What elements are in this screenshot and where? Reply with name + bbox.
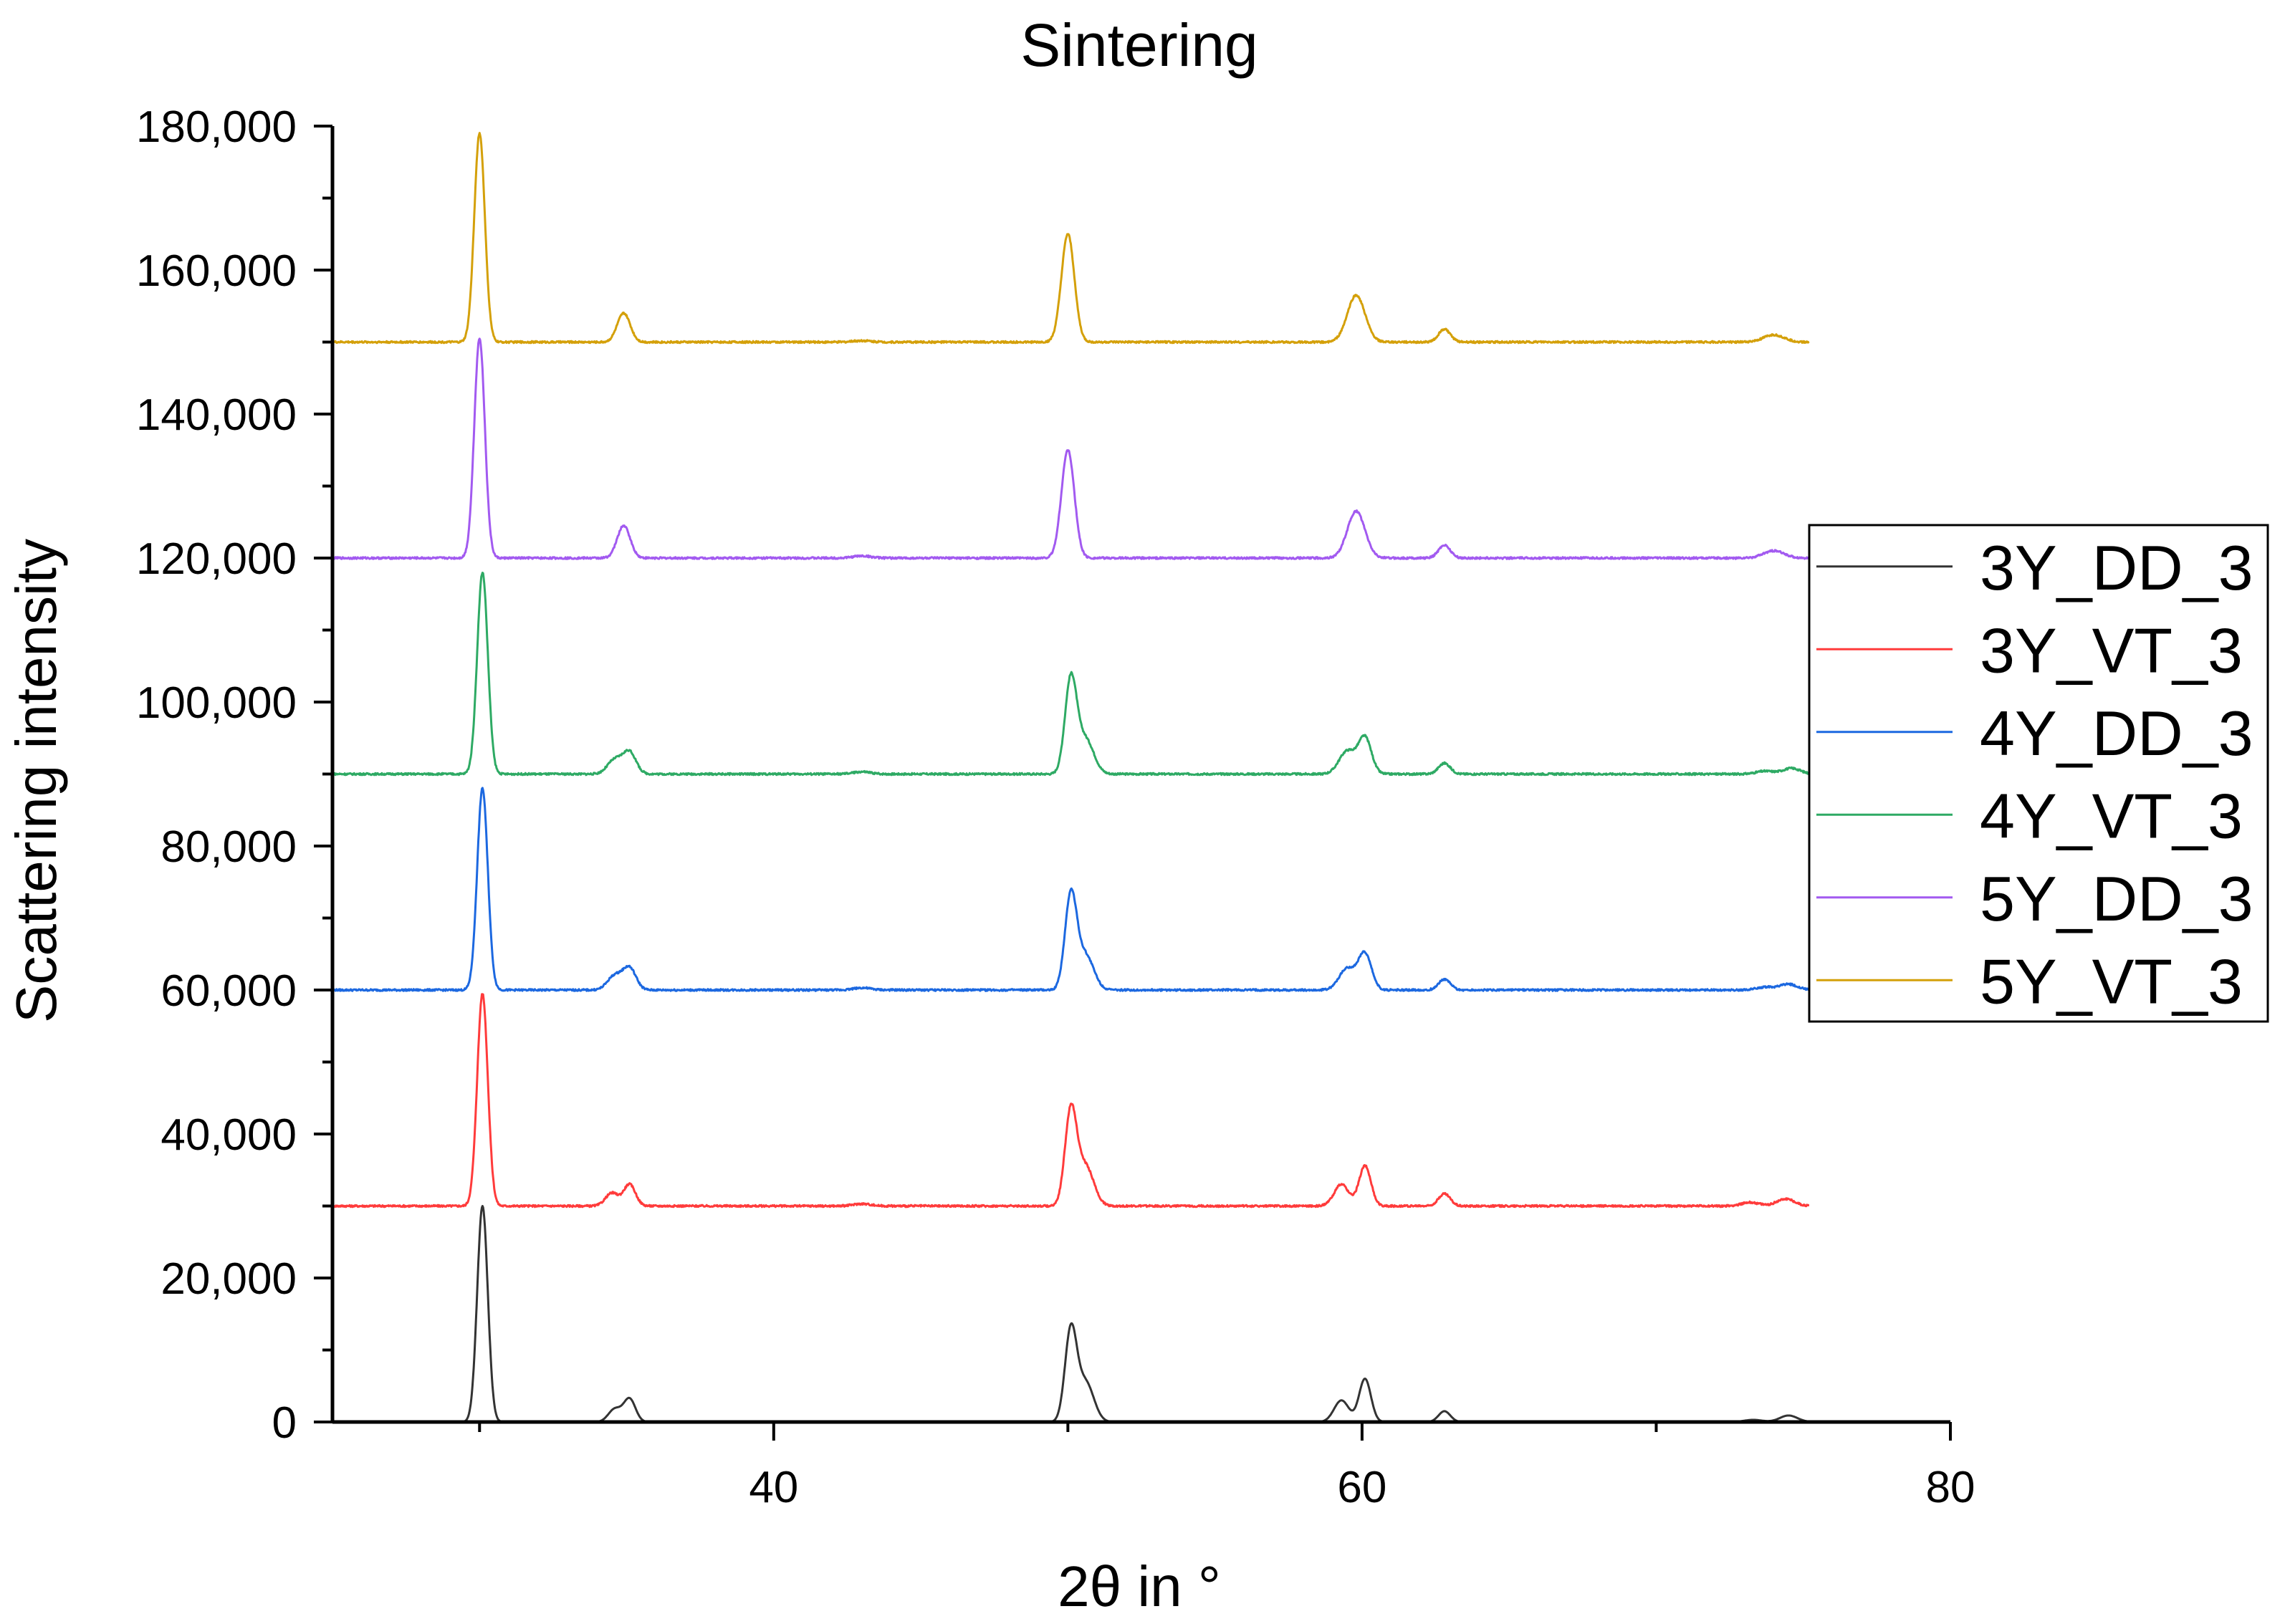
x-tick-label: 60 <box>1337 1463 1386 1512</box>
y-axis-title: Scattering intensity <box>4 539 68 1023</box>
y-tick-label: 120,000 <box>136 534 297 584</box>
y-tick-label: 140,000 <box>136 390 297 440</box>
x-tick-label: 80 <box>1926 1463 1975 1512</box>
x-axis-title: 2θ in ° <box>1058 1555 1221 1618</box>
chart-title: Sintering <box>1020 11 1258 79</box>
legend-label: 3Y_VT_3 <box>1980 615 2243 686</box>
y-tick-label: 180,000 <box>136 102 297 152</box>
series-line-5y-dd-3 <box>332 337 1811 560</box>
x-ticks: 40 60 80 <box>478 1422 1975 1512</box>
y-tick-label: 80,000 <box>161 822 297 872</box>
legend-box <box>1808 524 2269 1023</box>
legend-label: 4Y_DD_3 <box>1980 698 2253 769</box>
series-line-4y-dd-3 <box>331 787 1810 992</box>
series-line-5y-vt-3 <box>331 132 1810 345</box>
series-line-3y-vt-3 <box>331 993 1810 1209</box>
legend: 3Y_DD_3 3Y_VT_3 4Y_DD_3 4Y_VT_3 5Y_DD_3 5Y_VT… <box>1808 524 2269 1023</box>
plot-area <box>331 132 1811 1423</box>
legend-label: 5Y_DD_3 <box>1980 863 2253 934</box>
series-line-4y-vt-3 <box>332 572 1811 777</box>
legend-label: 5Y_VT_3 <box>1980 946 2243 1017</box>
y-tick-label: 0 <box>272 1398 297 1448</box>
y-tick-label: 20,000 <box>161 1254 297 1304</box>
legend-label: 3Y_DD_3 <box>1980 532 2253 603</box>
y-tick-label: 100,000 <box>136 678 297 728</box>
series-line-3y-dd-3 <box>332 1205 1810 1423</box>
legend-label: 4Y_VT_3 <box>1980 780 2243 851</box>
y-ticks: 0 20,000 40,000 60,000 80,000 100,000 120,000 1… <box>136 102 332 1448</box>
x-tick-label: 40 <box>749 1463 798 1512</box>
y-tick-label: 160,000 <box>136 246 297 296</box>
y-tick-label: 40,000 <box>161 1110 297 1160</box>
y-tick-label: 60,000 <box>161 966 297 1016</box>
